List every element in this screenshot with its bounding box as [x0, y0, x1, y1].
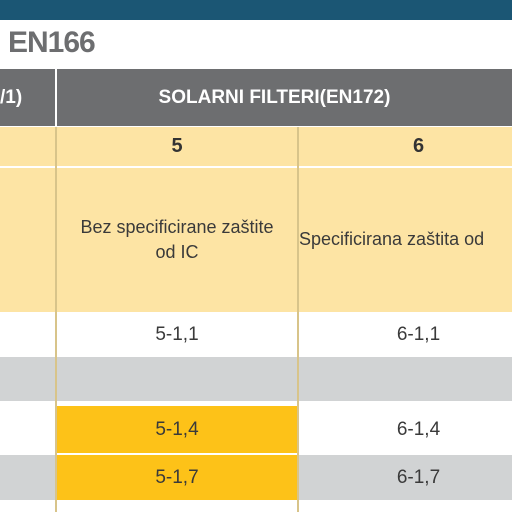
page-title: EN166 [8, 26, 96, 59]
cell: 5-1,7 [57, 455, 297, 500]
column-header: 6 [299, 127, 512, 166]
left-group-header: /1) [0, 69, 55, 126]
column-divider [55, 127, 57, 512]
description-line: Specificirana zaštita od [299, 229, 485, 250]
cell: 5-1,4 [57, 406, 297, 453]
cell: 6-1,1 [299, 313, 512, 356]
cell [0, 168, 55, 312]
cell [0, 127, 55, 166]
cell [0, 357, 55, 401]
description-line: Bez specificirane zaštite [80, 216, 274, 237]
description: Bez specificirane zaštite od IC [57, 168, 297, 312]
cell [299, 357, 512, 401]
cell [57, 357, 297, 401]
description: Specificirana zaštita od [299, 168, 512, 312]
group-header: SOLARNI FILTERI(EN172) [57, 69, 512, 126]
cell [0, 502, 512, 512]
cell: 6-1,7 [299, 455, 512, 500]
top-bar [0, 0, 512, 20]
cell: 5-1,1 [57, 313, 297, 356]
column-divider [297, 127, 299, 512]
cell [0, 455, 55, 500]
description-line: od IC [155, 242, 199, 262]
cell [0, 313, 55, 356]
column-header: 5 [57, 127, 297, 166]
cell [0, 406, 55, 453]
cell: 6-1,4 [299, 406, 512, 453]
